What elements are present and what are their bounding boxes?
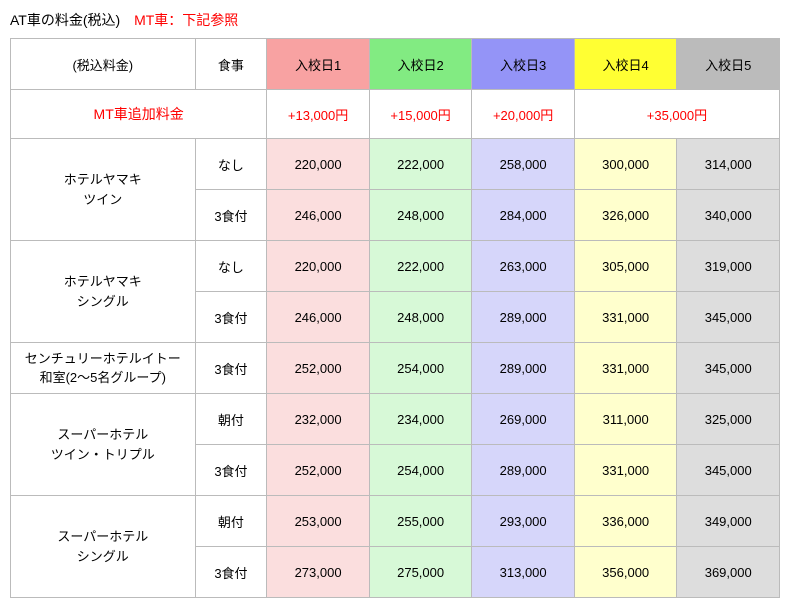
price-cell: 300,000 [574,139,677,190]
price-cell: 255,000 [369,496,472,547]
price-cell: 252,000 [267,343,370,394]
meal-cell: なし [195,139,267,190]
title-mt: MT車：下記参照 [134,12,238,28]
price-cell: 356,000 [574,547,677,598]
price-cell: 289,000 [472,445,575,496]
price-cell: 305,000 [574,241,677,292]
table-row: ホテルヤマキツイン なし 220,000 222,000 258,000 300… [11,139,780,190]
price-cell: 222,000 [369,139,472,190]
price-cell: 289,000 [472,343,575,394]
hdr-day2: 入校日2 [369,39,472,90]
price-cell: 336,000 [574,496,677,547]
price-cell: 331,000 [574,343,677,394]
meal-cell: 3食付 [195,190,267,241]
price-cell: 313,000 [472,547,575,598]
price-cell: 253,000 [267,496,370,547]
price-cell: 220,000 [267,241,370,292]
price-cell: 248,000 [369,292,472,343]
price-cell: 293,000 [472,496,575,547]
price-cell: 232,000 [267,394,370,445]
price-cell: 273,000 [267,547,370,598]
table-row: スーパーホテルツイン・トリプル 朝付 232,000 234,000 269,0… [11,394,780,445]
price-cell: 325,000 [677,394,780,445]
table-row: ホテルヤマキシングル なし 220,000 222,000 263,000 30… [11,241,780,292]
price-cell: 331,000 [574,292,677,343]
plan-name: スーパーホテルシングル [11,496,196,598]
price-cell: 289,000 [472,292,575,343]
mt-d3: +20,000円 [472,90,575,139]
plan-name: ホテルヤマキツイン [11,139,196,241]
mt-d2: +15,000円 [369,90,472,139]
mt-d1: +13,000円 [267,90,370,139]
plan-name: ホテルヤマキシングル [11,241,196,343]
meal-cell: 3食付 [195,547,267,598]
plan-name: センチュリーホテルイトー和室(2～5名グループ) [11,343,196,394]
meal-cell: 3食付 [195,292,267,343]
mt-surcharge-row: MT車追加料金 +13,000円 +15,000円 +20,000円 +35,0… [11,90,780,139]
price-cell: 258,000 [472,139,575,190]
price-cell: 263,000 [472,241,575,292]
price-cell: 345,000 [677,292,780,343]
hdr-plan: (税込料金) [11,39,196,90]
price-cell: 248,000 [369,190,472,241]
price-cell: 345,000 [677,343,780,394]
price-cell: 252,000 [267,445,370,496]
price-cell: 284,000 [472,190,575,241]
price-cell: 220,000 [267,139,370,190]
table-row: スーパーホテルシングル 朝付 253,000 255,000 293,000 3… [11,496,780,547]
meal-cell: 3食付 [195,445,267,496]
meal-cell: 朝付 [195,496,267,547]
price-cell: 345,000 [677,445,780,496]
price-table: (税込料金) 食事 入校日1 入校日2 入校日3 入校日4 入校日5 MT車追加… [10,38,780,598]
hdr-day3: 入校日3 [472,39,575,90]
price-cell: 331,000 [574,445,677,496]
price-cell: 222,000 [369,241,472,292]
price-cell: 311,000 [574,394,677,445]
price-cell: 254,000 [369,343,472,394]
price-cell: 234,000 [369,394,472,445]
price-cell: 246,000 [267,190,370,241]
meal-cell: 3食付 [195,343,267,394]
mt-label: MT車追加料金 [11,90,267,139]
price-cell: 254,000 [369,445,472,496]
hdr-day1: 入校日1 [267,39,370,90]
price-cell: 326,000 [574,190,677,241]
header-row: (税込料金) 食事 入校日1 入校日2 入校日3 入校日4 入校日5 [11,39,780,90]
price-cell: 319,000 [677,241,780,292]
table-row: センチュリーホテルイトー和室(2～5名グループ) 3食付 252,000 254… [11,343,780,394]
title-at: AT車の料金(税込) [10,12,120,28]
price-cell: 340,000 [677,190,780,241]
meal-cell: なし [195,241,267,292]
meal-cell: 朝付 [195,394,267,445]
hdr-meal: 食事 [195,39,267,90]
mt-d45: +35,000円 [574,90,779,139]
plan-name: スーパーホテルツイン・トリプル [11,394,196,496]
hdr-day4: 入校日4 [574,39,677,90]
price-cell: 314,000 [677,139,780,190]
price-cell: 269,000 [472,394,575,445]
page-title: AT車の料金(税込) MT車：下記参照 [10,10,779,30]
price-cell: 275,000 [369,547,472,598]
price-cell: 246,000 [267,292,370,343]
price-cell: 349,000 [677,496,780,547]
price-cell: 369,000 [677,547,780,598]
hdr-day5: 入校日5 [677,39,780,90]
